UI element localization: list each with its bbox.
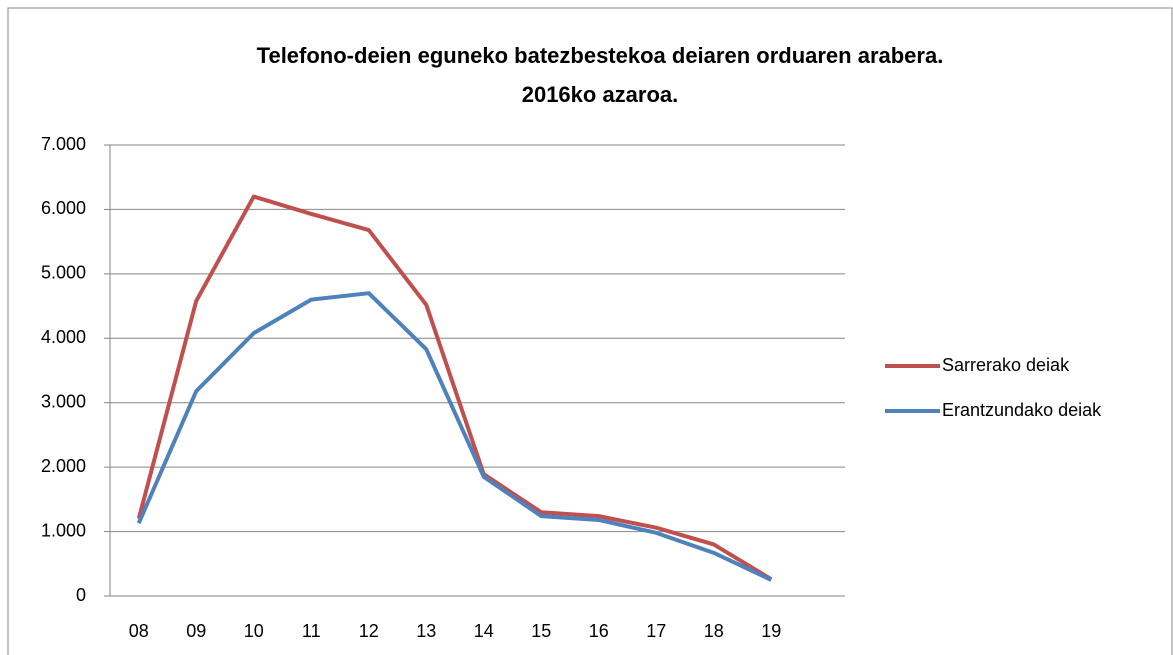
- y-tick-label: 6.000: [41, 198, 86, 218]
- legend-label: Sarrerako deiak: [942, 355, 1070, 375]
- chart-title: 2016ko azaroa.: [522, 82, 679, 107]
- y-tick-label: 7.000: [41, 134, 86, 154]
- y-tick-label: 3.000: [41, 391, 86, 411]
- series-line: [136, 194, 773, 581]
- x-tick-label: 19: [761, 621, 781, 641]
- y-tick-label: 4.000: [41, 327, 86, 347]
- legend-label: Erantzundako deiak: [942, 400, 1102, 420]
- y-tick-label: 1.000: [41, 520, 86, 540]
- x-tick-label: 09: [186, 621, 206, 641]
- chart-border: [7, 7, 1173, 655]
- x-tick-label: 10: [244, 621, 264, 641]
- x-tick-label: 17: [646, 621, 666, 641]
- x-tick-label: 14: [474, 621, 494, 641]
- chart-title: Telefono-deien eguneko batezbestekoa dei…: [257, 43, 944, 68]
- x-tick-label: 15: [531, 621, 551, 641]
- y-tick-label: 0: [76, 585, 86, 605]
- x-tick-label: 08: [129, 621, 149, 641]
- x-tick-label: 16: [589, 621, 609, 641]
- y-tick-label: 2.000: [41, 456, 86, 476]
- x-tick-label: 13: [416, 621, 436, 641]
- y-tick-label: 5.000: [41, 263, 86, 283]
- series-line: [136, 291, 773, 582]
- x-tick-label: 18: [704, 621, 724, 641]
- x-tick-label: 12: [359, 621, 379, 641]
- x-tick-label: 11: [302, 621, 321, 641]
